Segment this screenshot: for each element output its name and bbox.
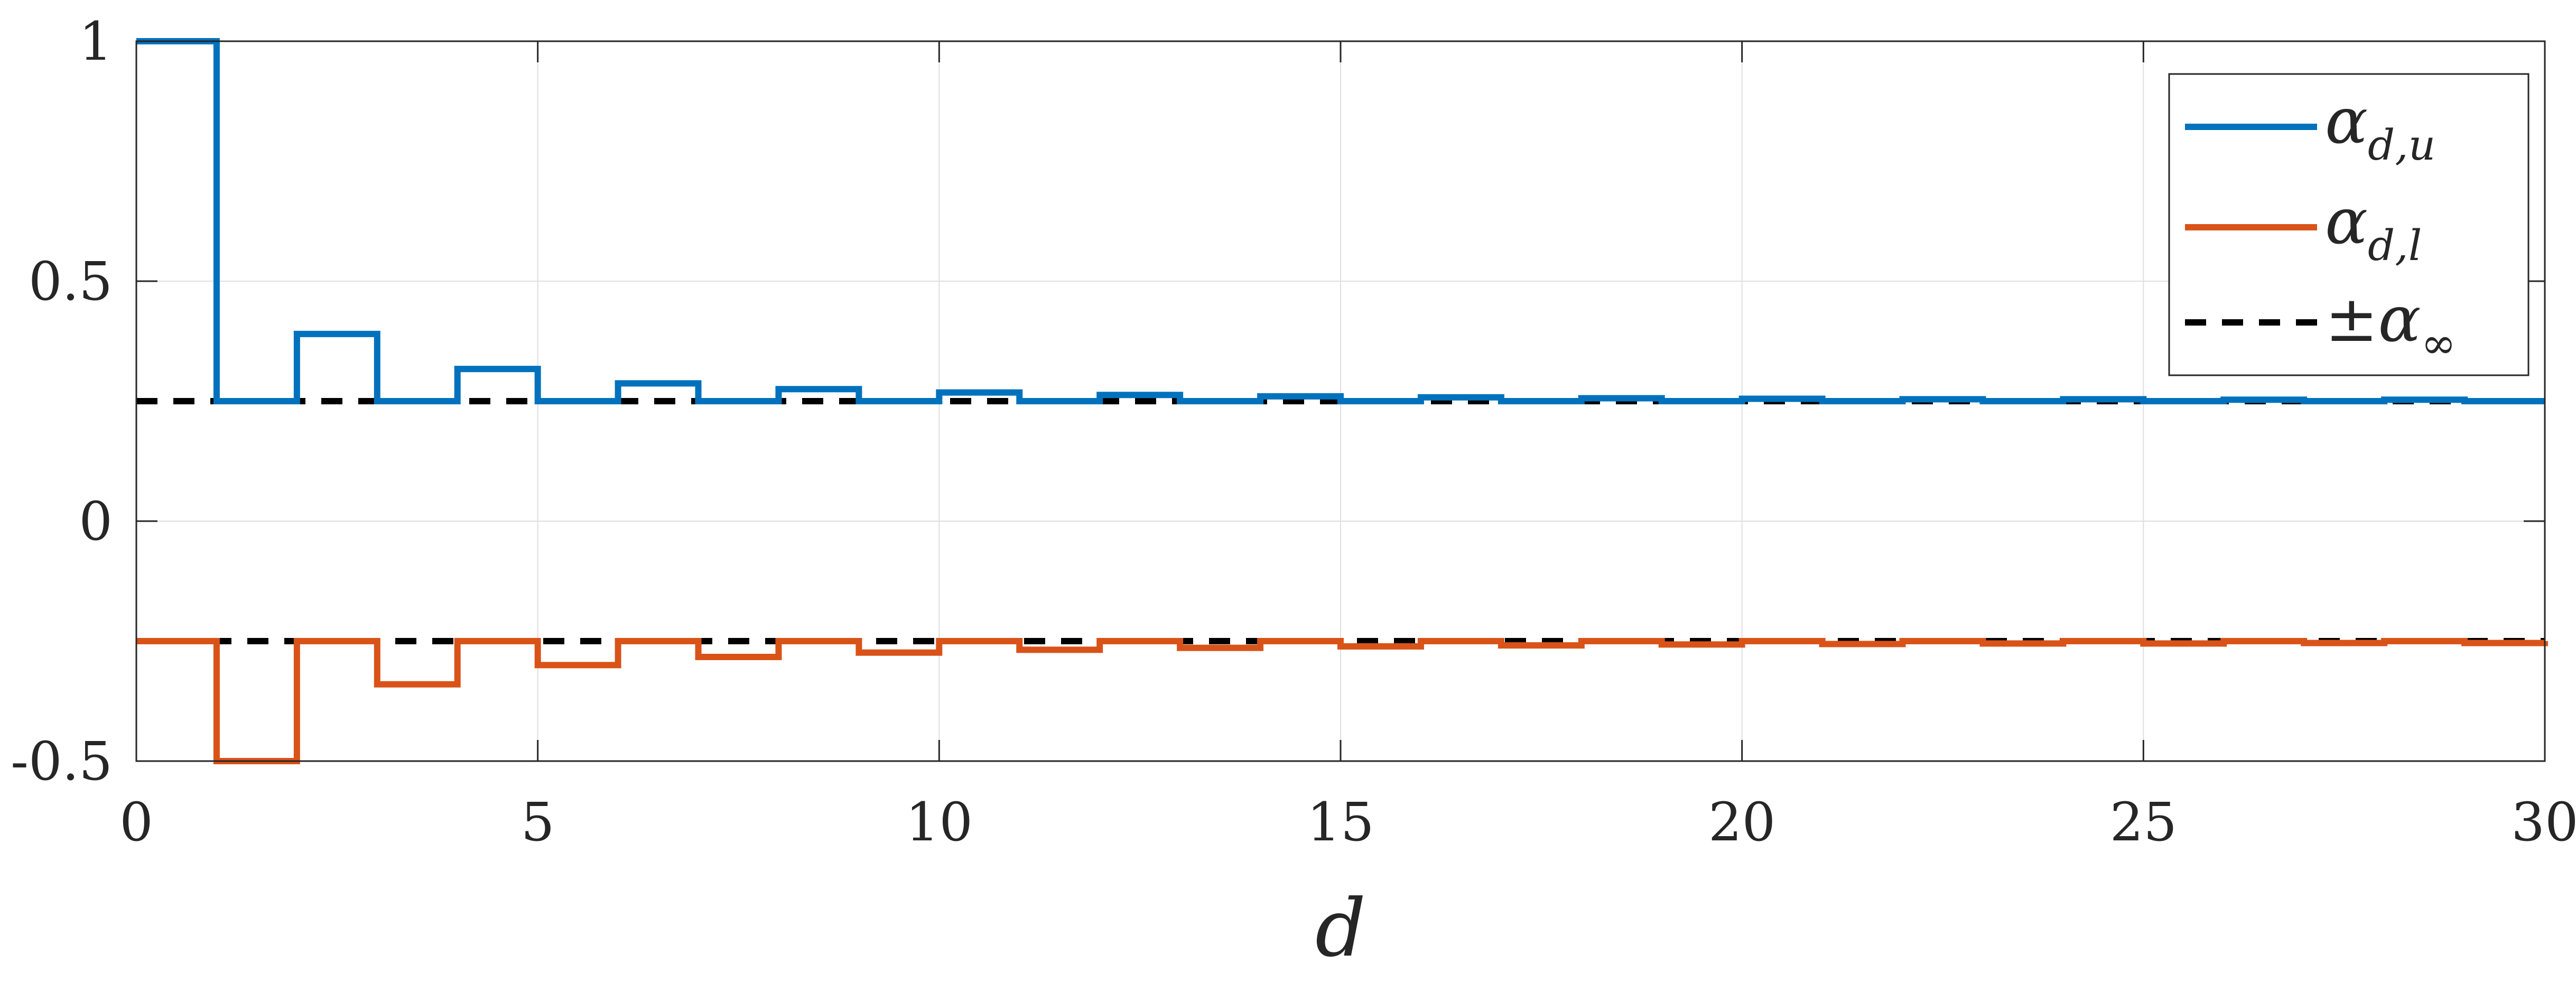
series-alpha-du bbox=[136, 38, 2545, 404]
x-tick-label: 5 bbox=[521, 791, 555, 853]
y-tick-label: 1 bbox=[79, 11, 113, 72]
legend-label-alpha-du: αd,u bbox=[2325, 85, 2435, 170]
y-tick-label: 0.5 bbox=[29, 251, 113, 312]
series-alpha-dl bbox=[136, 638, 2548, 764]
x-tick-label: 25 bbox=[2110, 791, 2177, 853]
x-tick-label: 20 bbox=[1708, 791, 1775, 853]
y-tick-label: 0 bbox=[79, 490, 113, 552]
tick-labels: 0 5 10 15 20 25 30-0.500.51 bbox=[11, 11, 2576, 853]
x-tick-label: 30 bbox=[2511, 791, 2576, 853]
y-tick-label: -0.5 bbox=[11, 730, 113, 792]
legend: αd,u αd,l ±α∞ bbox=[2168, 73, 2529, 376]
x-tick-label: 15 bbox=[1307, 791, 1374, 853]
legend-label-alpha-dl: αd,l bbox=[2325, 185, 2422, 270]
x-tick-label: 0 bbox=[119, 791, 153, 853]
x-axis-label: d bbox=[1315, 883, 1366, 975]
x-tick-label: 10 bbox=[906, 791, 973, 853]
legend-label-alpha-inf: ±α∞ bbox=[2325, 283, 2456, 368]
ticks bbox=[135, 40, 2546, 762]
series-layer bbox=[136, 38, 2548, 764]
